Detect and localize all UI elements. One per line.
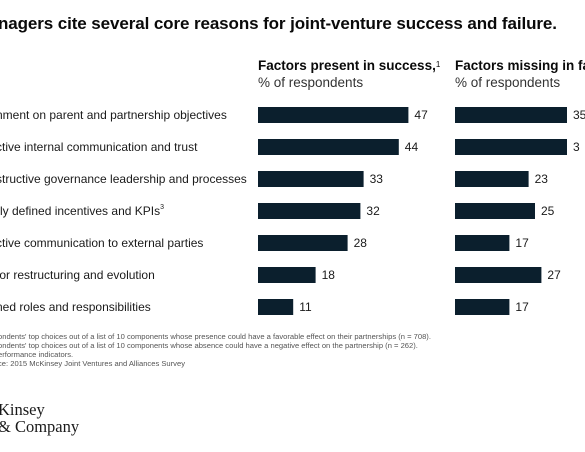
bar-value-label: 17 xyxy=(515,300,529,314)
bar-failure-6 xyxy=(455,267,542,283)
bar-success-4 xyxy=(258,203,361,219)
bar-value-label: 23 xyxy=(535,172,549,186)
bar-success-6 xyxy=(258,267,316,283)
bar-value-label: 32 xyxy=(366,204,380,218)
bar-failure-4 xyxy=(455,203,535,219)
row-label: ned roles and responsibilities xyxy=(0,300,151,314)
column-subtitle-success: % of respondents xyxy=(258,75,364,90)
bar-value-label: 17 xyxy=(515,236,529,250)
bar-value-label: 27 xyxy=(547,268,561,282)
bar-value-label: 47 xyxy=(414,108,428,122)
bar-success-7 xyxy=(258,299,294,315)
column-title-failure: Factors missing in fa xyxy=(455,58,585,73)
column-title-success: Factors present in success,1 xyxy=(258,58,441,73)
footnote-1: ondents' top choices out of a list of 10… xyxy=(0,332,431,341)
bar-failure-3 xyxy=(455,171,529,187)
bar-success-5 xyxy=(258,235,348,251)
bar-value-label: 3 xyxy=(573,140,580,154)
bar-value-label: 35 xyxy=(573,108,585,122)
bar-value-label: 28 xyxy=(354,236,368,250)
bar-value-label: 18 xyxy=(322,268,336,282)
footnote-3: erformance indicators. xyxy=(0,350,74,359)
bar-value-label: 25 xyxy=(541,204,555,218)
bar-value-label: 11 xyxy=(299,300,312,314)
row-label: for restructuring and evolution xyxy=(0,268,155,282)
bar-failure-5 xyxy=(455,235,510,251)
chart-title: nagers cite several core reasons for joi… xyxy=(0,14,557,33)
source-note: ce: 2015 McKinsey Joint Ventures and All… xyxy=(0,359,185,368)
bar-value-label: 33 xyxy=(370,172,384,186)
mckinsey-logo: Kinsey & Company xyxy=(0,400,80,436)
bar-failure-7 xyxy=(455,299,510,315)
column-header-failure: Factors missing in fa % of respondents xyxy=(455,58,585,92)
bar-success-3 xyxy=(258,171,364,187)
bar-failure-2 xyxy=(455,139,567,155)
bar-success-2 xyxy=(258,139,399,155)
row-label: nment on parent and partnership objectiv… xyxy=(0,108,227,122)
row-label: ctive communication to external parties xyxy=(0,236,204,250)
bar-failure-1 xyxy=(455,107,567,123)
footnote-2: ondents' top choices out of a list of 10… xyxy=(0,341,418,350)
row-label: structive governance leadership and proc… xyxy=(0,172,247,186)
bar-chart: 47 44 33 32 28 18 11 35 3 23 25 17 27 17 xyxy=(258,107,585,315)
row-label: ctive internal communication and trust xyxy=(0,140,198,154)
bar-value-label: 44 xyxy=(405,140,419,154)
bar-success-1 xyxy=(258,107,409,123)
row-label: rly defined incentives and KPIs3 xyxy=(0,204,164,218)
column-subtitle-failure: % of respondents xyxy=(455,75,561,90)
column-header-success: Factors present in success,1 % of respon… xyxy=(258,58,440,92)
